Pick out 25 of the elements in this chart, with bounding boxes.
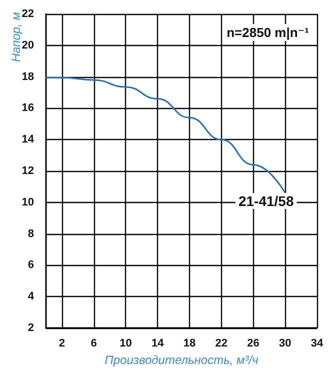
y-tick-label: 16: [22, 102, 34, 114]
x-tick-label: 22: [215, 338, 228, 350]
x-tick-label: 14: [151, 338, 165, 350]
y-tick-label: 20: [22, 39, 34, 52]
x-axis-title: Производительность, м³/ч: [104, 353, 258, 367]
y-tick-label: 6: [28, 259, 34, 272]
y-tick-label: 14: [22, 134, 35, 146]
x-tick-label: 10: [120, 338, 132, 350]
y-tick-label: 22: [22, 8, 34, 20]
x-tick-label: 2: [58, 338, 66, 350]
y-tick-label: 12: [22, 165, 34, 177]
x-tick-label: 18: [183, 338, 196, 350]
x-tick-label: 30: [278, 338, 292, 350]
x-tick-label: 6: [90, 338, 97, 350]
y-tick-label: 2: [28, 322, 34, 334]
x-tick-label: 26: [247, 338, 260, 350]
y-tick-label: 10: [22, 196, 34, 208]
x-tick-label: 34: [310, 338, 324, 350]
annotation: n=2850 m|n⁻¹: [226, 25, 310, 40]
y-tick-label: 8: [28, 228, 34, 240]
line-series: [45, 76, 286, 194]
annotation: 21-41/58: [238, 192, 294, 209]
y-tick-label: 18: [22, 70, 34, 83]
y-axis-title: Напор, м: [9, 12, 23, 62]
y-tick-label: 4: [28, 290, 35, 303]
